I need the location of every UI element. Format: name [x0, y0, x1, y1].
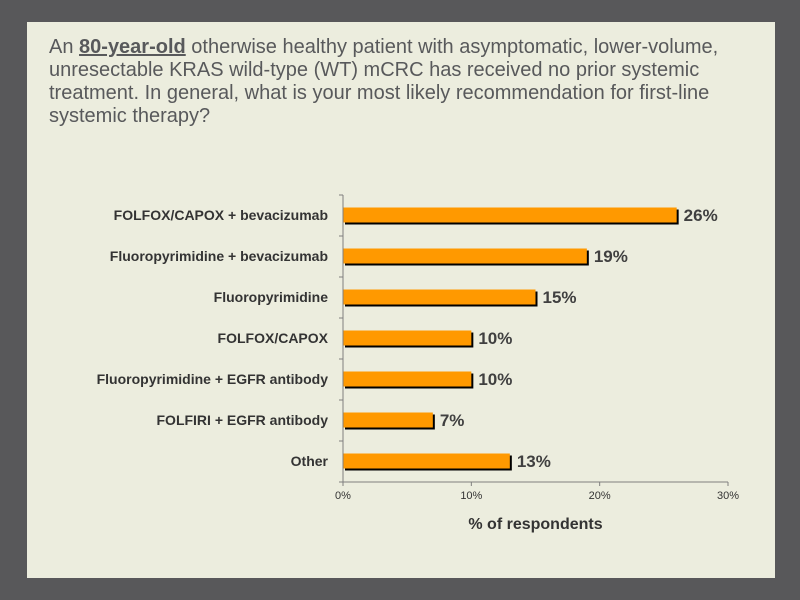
bars-layer: FOLFOX/CAPOX + bevacizumab 26% Fluoropyrim…: [97, 206, 718, 471]
question-prefix: An: [49, 36, 80, 58]
bar: [343, 248, 587, 264]
bar: [343, 371, 472, 387]
x-tick-label: 20%: [589, 490, 611, 502]
x-tick-label: 10%: [460, 490, 482, 502]
x-tick-label: 0%: [335, 490, 351, 502]
axes-layer: 0% 10% 20% 30%: [335, 194, 739, 502]
category-label: FOLFOX/CAPOX: [218, 330, 329, 346]
value-label: 26%: [684, 206, 718, 225]
category-label: Fluoropyrimidine + bevacizumab: [110, 248, 328, 264]
bar: [343, 289, 536, 305]
value-label: 10%: [478, 329, 512, 348]
x-axis-title: % of respondents: [468, 516, 602, 533]
value-label: 7%: [440, 411, 465, 430]
value-label: 15%: [543, 288, 577, 307]
category-label: FOLFOX/CAPOX + bevacizumab: [114, 207, 328, 223]
bar: [343, 453, 510, 469]
x-tick-label: 30%: [717, 490, 739, 502]
question-text: An 80-year-old otherwise healthy patient…: [49, 36, 749, 128]
value-label: 13%: [517, 452, 551, 471]
bar: [343, 207, 677, 223]
bar: [343, 412, 433, 428]
value-label: 19%: [594, 247, 628, 266]
value-label: 10%: [478, 370, 512, 389]
category-label: Fluoropyrimidine + EGFR antibody: [97, 371, 329, 387]
category-label: FOLFIRI + EGFR antibody: [157, 412, 329, 428]
bar: [343, 330, 472, 346]
question-emphasis: 80-year-old: [79, 36, 186, 58]
question-suffix: otherwise healthy patient with asymptoma…: [49, 36, 719, 127]
category-label: Fluoropyrimidine: [214, 289, 329, 305]
slide: An 80-year-old otherwise healthy patient…: [27, 22, 775, 578]
category-label: Other: [291, 453, 329, 469]
